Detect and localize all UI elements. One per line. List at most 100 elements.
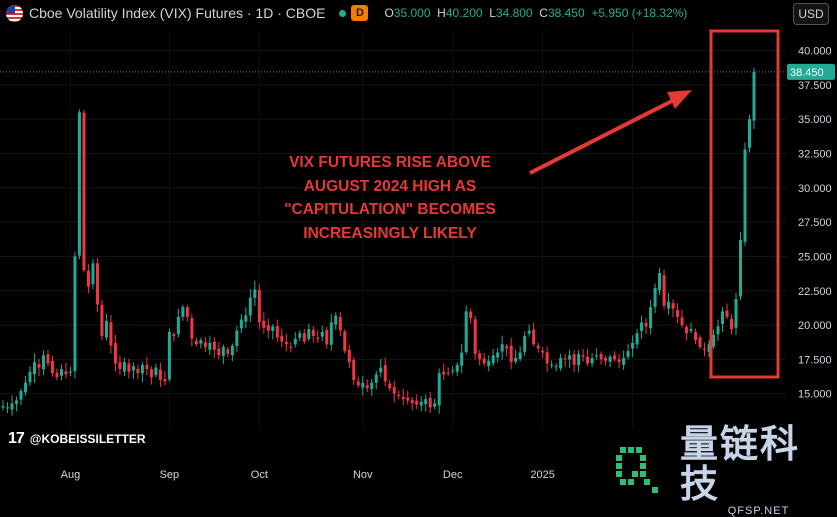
candle-body [622,358,626,365]
y-tick-label: 25.000 [798,251,832,263]
candle-body [532,329,536,345]
candle-body [32,362,36,375]
candle-body [752,71,756,121]
candle-body [248,297,252,316]
candles [1,67,756,416]
candle-body [644,322,648,327]
candle-body [667,301,671,309]
candle-body [235,330,239,346]
candle-body [140,364,144,374]
candle-body [181,307,185,317]
candle-body [613,355,617,360]
candle-body [671,303,675,309]
arrow-annotation [529,90,692,175]
symbol-title[interactable]: Cboe Volatility Index (VIX) Futures · 1D… [29,5,326,21]
candle-body [208,342,212,350]
candle-body [19,390,23,400]
candle-body [131,366,135,371]
candle-body [388,383,392,389]
candle-body [505,346,509,349]
candle-body [370,382,374,390]
y-tick-label: 32.500 [798,149,832,161]
candle-body [442,371,446,375]
candle-body [626,351,630,357]
candle-body [59,368,63,376]
candle-body [163,379,167,382]
candle-body [194,340,198,345]
candle-body [424,399,428,404]
candle-body [338,316,342,331]
x-tick-label: Oct [251,469,268,481]
candle-body [703,348,707,350]
candle-body [392,386,396,394]
candle-body [37,364,41,368]
candle-body [694,331,698,341]
candle-body [100,304,104,337]
candle-body [172,334,176,337]
candle-body [1,406,5,408]
candle-body [262,320,266,328]
candle-body [581,355,585,357]
candle-body [23,382,27,393]
tradingview-logo-icon: 17 [8,430,25,447]
candle-body [748,119,752,148]
brand-logo: 量链科技 QFSP.NET [612,425,837,517]
candle-body [379,367,383,373]
candle-body [118,362,122,369]
candle-body [271,326,275,331]
time-axis: AugSepOctNovDec2025Feb [61,469,642,481]
candle-body [491,355,495,364]
candle-body [82,112,86,271]
candle-body [253,289,257,298]
candle-body [311,329,315,337]
candle-body [500,344,504,352]
y-tick-label: 30.000 [798,183,832,195]
candle-body [154,367,158,376]
candle-body [343,331,347,352]
currency-selector[interactable]: USD [793,3,829,25]
market-status-dot-icon [339,9,347,17]
candle-body [482,358,486,364]
candle-body [518,352,522,360]
last-price-label: 38.450 [790,67,824,79]
candle-body [347,349,351,363]
candle-body [401,396,405,400]
candle-body [127,363,131,372]
candle-body [428,397,432,408]
candle-body [374,374,378,383]
annotation-line: INCREASINGLY LIKELY [303,224,477,242]
candle-body [356,381,360,386]
candle-body [257,289,261,323]
candle-body [653,288,657,307]
candle-body [680,317,684,326]
candle-body [217,348,221,356]
candle-body [230,345,234,355]
candle-body [307,329,311,340]
us-flag-icon [6,4,23,22]
candle-body [212,341,216,350]
candle-body [451,370,455,372]
candle-body [41,355,45,370]
candle-body [86,270,90,287]
logo-name: 量链科技 [680,424,801,506]
candle-body [743,149,747,242]
price-chart[interactable]: 15.000 17.500 20.000 22.500 25.000 27.500 30.0… [0,0,837,486]
annotation-line: AUGUST 2024 HIGH AS [303,177,477,195]
chart-header: Cboe Volatility Index (VIX) Futures · 1D… [0,0,790,26]
candle-body [739,239,743,297]
candle-body [167,331,171,380]
candle-body [365,385,369,389]
highlight-box [709,29,780,379]
y-tick-label: 37.500 [798,80,832,92]
last-price-tag [787,63,835,80]
candle-body [662,275,666,306]
candle-body [316,337,320,339]
candle-body [509,345,513,363]
candle-body [410,400,414,404]
x-tick-label: Sep [160,469,180,481]
candle-body [113,343,117,364]
candle-body [158,369,162,380]
candle-body [496,352,500,358]
candle-body [104,320,108,338]
candle-body [712,334,716,347]
